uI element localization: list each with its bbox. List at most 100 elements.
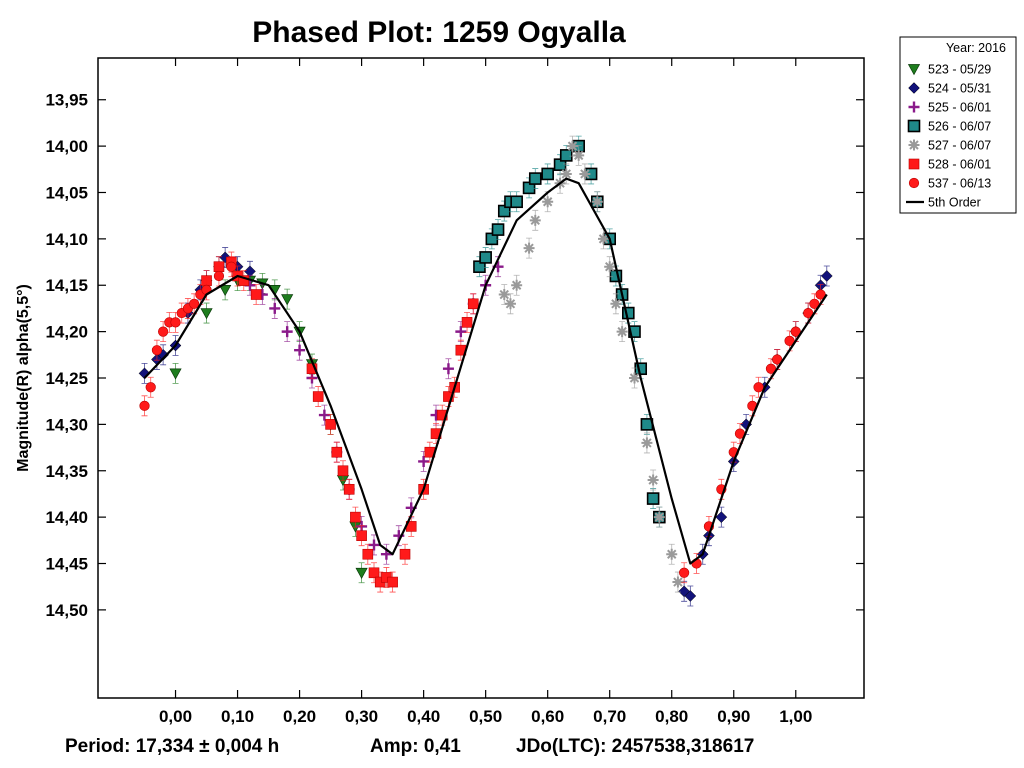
data-point — [529, 214, 541, 226]
data-point — [591, 196, 603, 208]
data-point — [510, 195, 523, 209]
legend-entry: 523 - 05/29 — [907, 63, 991, 77]
data-point — [523, 242, 535, 254]
y-axis: 13,95 14,00 14,05 14,10 14,15 14,20 14,25 14,30… — [45, 91, 864, 620]
y-tick-label: 14,05 — [45, 183, 88, 202]
data-point — [784, 335, 795, 346]
legend-label: 525 - 06/01 — [928, 101, 991, 115]
y-tick-label: 14,35 — [45, 462, 88, 481]
data-point — [573, 149, 585, 161]
y-tick-label: 14,40 — [45, 508, 88, 527]
legend-label: 526 - 06/07 — [928, 120, 991, 134]
data-point — [641, 437, 653, 449]
data-point — [566, 140, 578, 152]
data-point — [355, 567, 368, 580]
data-point — [145, 382, 156, 393]
legend-entry: 526 - 06/07 — [907, 119, 991, 134]
data-point — [491, 223, 505, 236]
data-point — [350, 511, 361, 523]
data-point — [672, 576, 684, 588]
legend-label: 528 - 06/01 — [928, 158, 991, 172]
data-point — [597, 233, 609, 245]
data-point — [189, 298, 200, 309]
legend-marker — [907, 119, 921, 133]
chart-title: Phased Plot: 1259 Ogyalla — [252, 16, 626, 49]
data-point — [281, 326, 293, 338]
data-point — [542, 196, 554, 208]
data-point — [765, 363, 777, 374]
data-point — [226, 261, 237, 272]
data-point — [455, 326, 467, 338]
y-tick-label: 14,20 — [45, 323, 88, 342]
data-point — [647, 474, 659, 486]
data-point — [629, 372, 641, 384]
data-point — [646, 492, 660, 505]
data-point — [467, 298, 479, 310]
data-point — [368, 567, 380, 579]
data-point — [559, 149, 573, 162]
data-point — [610, 298, 622, 310]
plot-border — [97, 57, 865, 699]
y-tick-label: 14,25 — [45, 369, 88, 388]
y-tick-label: 14,45 — [45, 555, 88, 574]
data-point — [158, 326, 169, 337]
y-tick-label: 14,15 — [45, 276, 88, 295]
data-point — [418, 455, 430, 467]
data-point — [169, 368, 182, 380]
data-point — [139, 400, 150, 411]
data-point — [387, 576, 398, 588]
legend-entry: 527 - 06/07 — [908, 139, 991, 153]
data-point — [356, 530, 367, 541]
y-tick-label: 14,50 — [45, 601, 88, 620]
x-tick-label: 0,10 — [221, 707, 254, 726]
footer-amp: Amp: 0,41 — [370, 736, 461, 757]
data-point — [250, 289, 262, 300]
legend-entries: 523 - 05/29 524 - 05/31 525 - 06/01 526 - 0… — [906, 63, 991, 210]
data-point — [541, 167, 554, 181]
legend-label: 527 - 06/07 — [928, 139, 991, 153]
x-tick-label: 0,70 — [593, 707, 626, 726]
data-point — [498, 289, 510, 301]
data-point — [815, 289, 826, 300]
data-point — [368, 539, 380, 551]
data-point — [616, 326, 628, 338]
data-point — [511, 279, 523, 291]
x-axis: 0,00 0,10 0,20 0,30 0,40 0,50 0,60 0,70 0,80 0,90… — [159, 58, 812, 726]
legend-label: 5th Order — [928, 196, 981, 210]
data-point — [151, 345, 163, 356]
plot-area — [97, 57, 865, 699]
data-point — [238, 275, 250, 286]
x-tick-label: 0,80 — [655, 707, 688, 726]
data-point — [312, 391, 324, 402]
legend-entry: 525 - 06/01 — [908, 101, 991, 115]
data-point — [684, 590, 697, 602]
y-axis-label: Magnitude(R) alpha(5,5°) — [15, 284, 32, 472]
x-tick-label: 0,90 — [717, 707, 750, 726]
data-point — [343, 484, 355, 495]
data-point — [362, 548, 374, 560]
data-point — [331, 446, 343, 458]
legend: Year: 2016 523 - 05/29 524 - 05/31 525 - 0… — [899, 36, 1017, 214]
x-tick-label: 0,30 — [345, 707, 378, 726]
x-tick-label: 0,60 — [531, 707, 564, 726]
data-point — [809, 298, 820, 309]
data-point — [790, 326, 801, 337]
y-tick-label: 13,95 — [45, 91, 88, 110]
data-point — [461, 317, 473, 328]
data-point — [399, 548, 411, 560]
data-point — [653, 511, 665, 523]
data-point — [269, 302, 281, 314]
legend-entry: 524 - 05/31 — [908, 82, 991, 96]
data-point — [170, 317, 181, 328]
data-point — [715, 511, 728, 523]
data-point — [337, 465, 349, 477]
data-point — [479, 251, 492, 264]
data-point — [281, 294, 294, 306]
data-point — [803, 307, 814, 319]
y-tick-label: 14,10 — [45, 230, 88, 249]
data-point — [200, 308, 213, 320]
fit-curve — [143, 177, 828, 565]
data-point — [318, 409, 330, 421]
data-point — [528, 172, 542, 185]
data-point — [504, 298, 516, 310]
